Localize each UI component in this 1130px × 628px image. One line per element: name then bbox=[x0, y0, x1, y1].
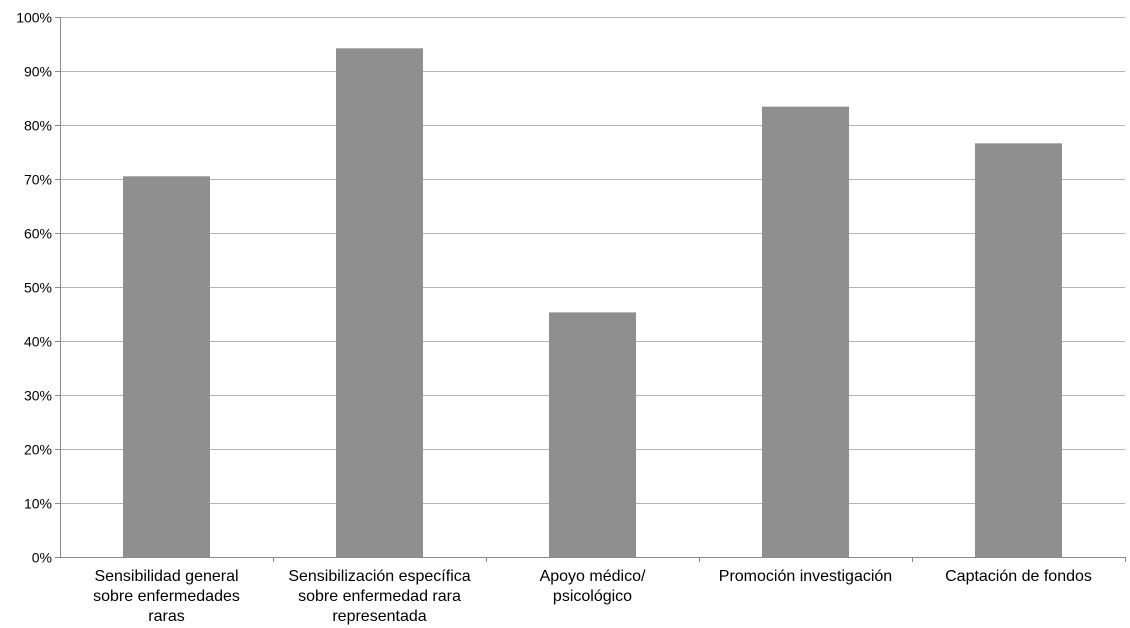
y-tick-label: 60% bbox=[24, 226, 52, 242]
bar bbox=[549, 312, 636, 557]
bar bbox=[762, 106, 849, 557]
category-label-line: Sensibilidad general bbox=[94, 568, 238, 585]
category-label: Promoción investigación bbox=[719, 568, 892, 585]
y-tick-label: 90% bbox=[24, 64, 52, 80]
y-tick-label: 80% bbox=[24, 118, 52, 134]
category-label-line: representada bbox=[332, 608, 426, 625]
axes bbox=[55, 17, 1126, 562]
category-label-line: sobre enfermedad rara bbox=[298, 588, 461, 605]
category-label-line: raras bbox=[148, 608, 184, 625]
category-label: Sensibilización específica sobre enfermed… bbox=[288, 568, 470, 625]
y-tick-label: 50% bbox=[24, 280, 52, 296]
category-label: Sensibilidad general sobre enfermedades ra… bbox=[93, 568, 240, 625]
category-label-line: Captación de fondos bbox=[945, 568, 1092, 585]
category-label: Captación de fondos bbox=[945, 568, 1092, 585]
bar bbox=[975, 143, 1062, 558]
gridlines bbox=[60, 17, 1125, 504]
category-label-line: psicológico bbox=[553, 588, 632, 605]
category-label-line: sobre enfermedades bbox=[93, 588, 240, 605]
y-tick-label: 20% bbox=[24, 442, 52, 458]
bar bbox=[123, 176, 210, 558]
category-label-line: Sensibilización específica bbox=[288, 568, 470, 585]
y-tick-label: 0% bbox=[32, 550, 52, 566]
y-tick-label: 30% bbox=[24, 388, 52, 404]
y-tick-labels: 0% 10% 20% 30% 40% 50% 60% 70% 80% 90% 100% bbox=[16, 10, 52, 566]
bars bbox=[123, 48, 1062, 558]
y-tick-label: 40% bbox=[24, 334, 52, 350]
y-tick-label: 70% bbox=[24, 172, 52, 188]
bar bbox=[336, 48, 423, 557]
category-labels: Sensibilidad general sobre enfermedades ra… bbox=[93, 568, 1092, 625]
category-label: Apoyo médico/psicológico bbox=[540, 568, 646, 605]
category-label-line: Apoyo médico/ bbox=[540, 568, 646, 585]
y-tick-label: 100% bbox=[16, 10, 52, 26]
y-tick-label: 10% bbox=[24, 496, 52, 512]
category-label-line: Promoción investigación bbox=[719, 568, 892, 585]
